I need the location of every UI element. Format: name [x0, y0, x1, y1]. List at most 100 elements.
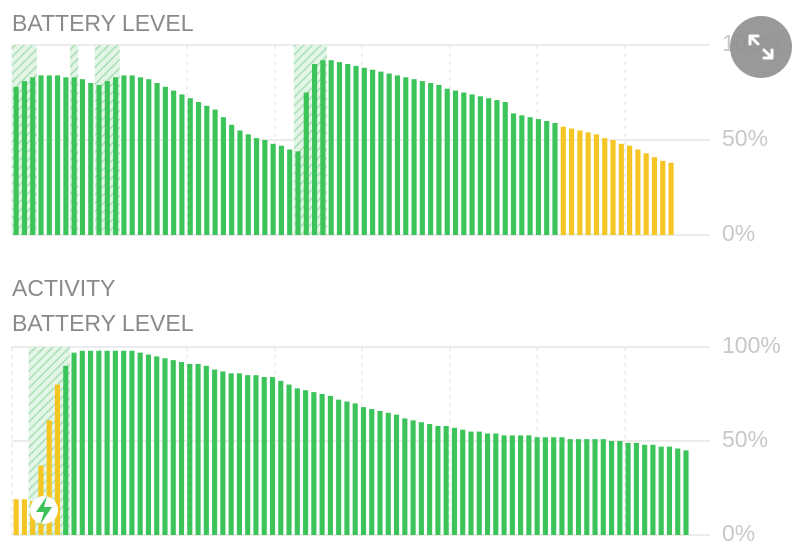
battery-bar — [602, 138, 608, 235]
battery-bar — [370, 69, 376, 235]
battery-bar — [451, 427, 458, 535]
battery-bar — [278, 145, 284, 235]
battery-bar — [443, 425, 449, 535]
battery-bar — [534, 437, 540, 535]
battery-bar — [336, 399, 342, 535]
charging-icon — [30, 496, 58, 525]
y-tick-label: 0% — [722, 520, 755, 546]
battery-bar — [427, 424, 433, 535]
battery-bar — [585, 132, 591, 235]
battery-bar — [633, 442, 639, 535]
battery-bar — [610, 140, 616, 235]
battery-bar — [137, 77, 144, 235]
battery-bar — [535, 119, 541, 235]
tick-layer: 0%50%100%0%50%100% — [722, 30, 781, 546]
battery-bar — [609, 441, 615, 535]
battery-bar — [377, 410, 383, 535]
battery-bar — [484, 433, 491, 535]
battery-bar — [402, 418, 408, 535]
battery-bar — [477, 96, 483, 235]
battery-bar — [569, 128, 575, 235]
battery-bar — [352, 403, 358, 535]
battery-bar — [129, 75, 135, 236]
battery-bar — [643, 153, 649, 235]
battery-bar — [419, 81, 425, 235]
battery-bar — [519, 115, 525, 235]
battery-bar — [63, 365, 69, 535]
battery-bar — [154, 83, 160, 235]
battery-bar — [88, 83, 94, 235]
battery-bar — [527, 117, 533, 235]
battery-bar — [162, 358, 168, 535]
battery-bar — [435, 425, 441, 535]
chart-title: BATTERY LEVEL — [12, 310, 194, 336]
bar-layer — [12, 45, 689, 535]
expand-button[interactable] — [730, 16, 792, 78]
battery-bar — [38, 75, 44, 236]
battery-bar — [204, 105, 210, 235]
battery-bar — [195, 363, 201, 535]
y-tick-label: 0% — [722, 220, 755, 246]
battery-bar — [179, 94, 185, 236]
battery-bar — [54, 384, 61, 535]
battery-bar — [104, 350, 110, 535]
battery-bar — [668, 162, 674, 235]
battery-bar — [635, 149, 641, 235]
battery-bar — [295, 151, 301, 235]
battery-bar — [675, 448, 681, 535]
battery-bar — [411, 79, 417, 235]
battery-bar — [593, 134, 600, 235]
battery-bar — [560, 126, 566, 235]
battery-bar — [104, 81, 110, 235]
battery-bar — [418, 422, 424, 535]
battery-bar — [361, 67, 367, 235]
battery-bar — [121, 75, 127, 236]
battery-bar — [627, 145, 633, 235]
battery-bar — [195, 102, 202, 235]
y-tick-label: 50% — [722, 426, 768, 452]
battery-bar — [666, 446, 673, 535]
battery-bar — [551, 437, 557, 535]
battery-bar — [46, 75, 52, 236]
battery-bar — [658, 446, 664, 535]
battery-bar — [228, 373, 234, 535]
battery-bar — [486, 98, 492, 235]
battery-bar — [386, 73, 392, 235]
battery-bar — [13, 499, 19, 535]
battery-bar — [63, 77, 69, 235]
battery-bar — [544, 121, 550, 235]
battery-bar — [575, 439, 582, 535]
battery-bar — [336, 62, 343, 235]
battery-bar — [270, 143, 276, 235]
battery-bar — [79, 79, 86, 235]
battery-bar — [469, 94, 475, 236]
battery-bar — [220, 117, 226, 235]
battery-bar — [410, 420, 416, 535]
battery-bar — [461, 92, 467, 235]
battery-bar — [502, 102, 508, 235]
battery-bar — [121, 350, 127, 535]
battery-bar — [212, 109, 218, 235]
battery-bar — [592, 439, 598, 535]
battery-bar — [617, 441, 623, 535]
battery-bar — [236, 373, 242, 535]
battery-bar — [96, 350, 102, 535]
battery-bar — [436, 84, 442, 236]
battery-bar — [320, 60, 326, 236]
battery-bar — [494, 100, 500, 235]
battery-bar — [203, 365, 209, 535]
battery-bar — [526, 435, 532, 535]
battery-bar — [428, 83, 434, 235]
battery-bar — [278, 380, 284, 535]
battery-bar — [353, 65, 359, 236]
charging-bar — [293, 45, 303, 235]
battery-bar — [683, 450, 689, 535]
battery-bar — [79, 350, 85, 535]
battery-bar — [187, 98, 193, 235]
battery-bar — [518, 435, 524, 535]
battery-bar — [71, 77, 77, 235]
battery-bar — [394, 75, 401, 236]
battery-bar — [468, 431, 474, 535]
battery-bar — [311, 392, 317, 535]
